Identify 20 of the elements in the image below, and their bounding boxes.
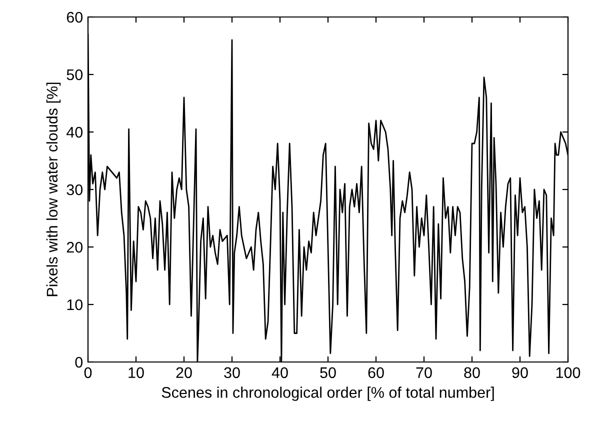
x-tick-label: 40 xyxy=(272,367,288,378)
x-tick-label: 70 xyxy=(416,367,432,378)
y-tick-label: 40 xyxy=(66,126,83,138)
x-tick-label: 0 xyxy=(84,367,92,378)
y-tick-label: 10 xyxy=(67,299,83,310)
x-tick-label: 10 xyxy=(128,367,144,378)
x-tick-label: 60 xyxy=(368,367,384,378)
x-tick-label: 100 xyxy=(556,367,580,378)
y-tick-label: 20 xyxy=(66,242,83,253)
x-tick-label: 90 xyxy=(512,367,528,378)
y-axis-title: Pixels with low water clouds [%] xyxy=(46,82,61,296)
x-tick-label: 30 xyxy=(224,367,240,378)
y-tick-label: 30 xyxy=(66,184,83,196)
x-tick-label: 80 xyxy=(464,367,480,378)
y-tick-label: 60 xyxy=(66,12,83,23)
x-tick-label: 50 xyxy=(320,367,336,378)
x-axis-title: Scenes in chronological order [% of total number] xyxy=(162,386,494,401)
y-tick-label: 50 xyxy=(66,69,83,80)
x-tick-label: 20 xyxy=(176,367,192,378)
y-tick-label: 0 xyxy=(75,356,83,368)
